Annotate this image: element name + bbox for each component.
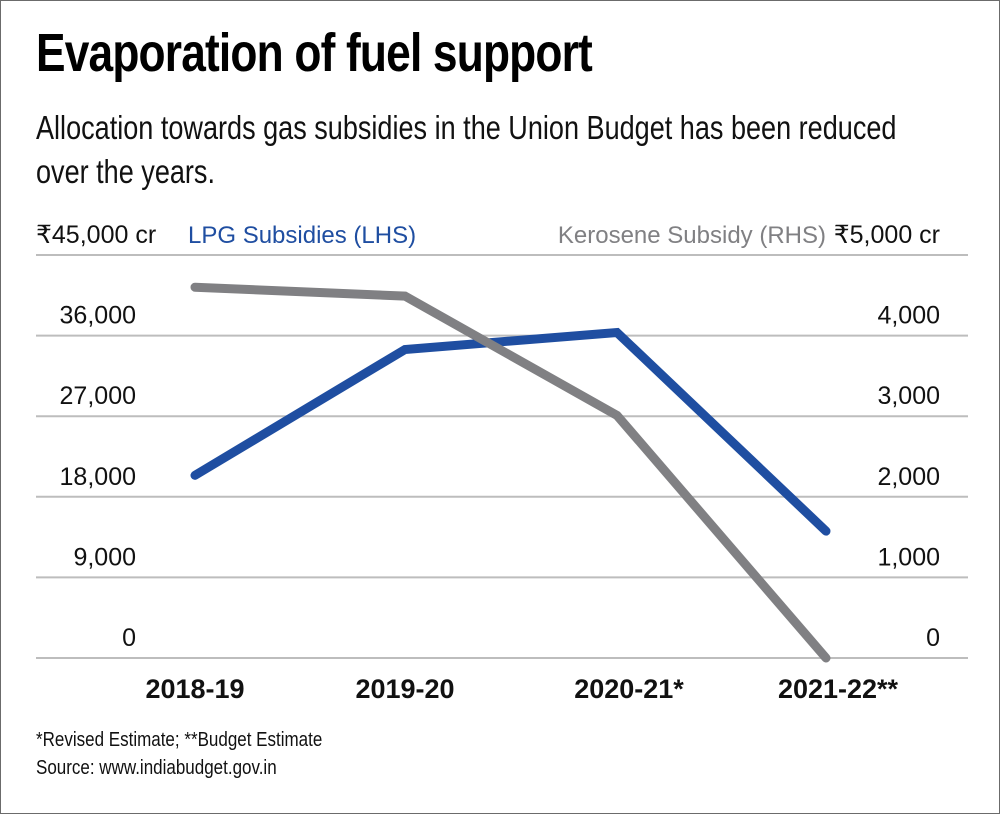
left-axis-tick-label: 18,000 — [60, 463, 136, 491]
footnote: *Revised Estimate; **Budget Estimate — [36, 729, 323, 751]
left-axis-tick-label: 36,000 — [60, 302, 136, 330]
source-note: Source: www.indiabudget.gov.in — [36, 757, 277, 779]
left-axis-tick-label: 27,000 — [60, 382, 136, 410]
right-axis-tick-label: ₹5,000 cr — [834, 221, 940, 249]
x-axis-tick-label: 2021-22** — [778, 674, 899, 704]
right-axis-tick-label: 3,000 — [877, 382, 940, 410]
legend-kerosene: Kerosene Subsidy (RHS) — [558, 222, 826, 249]
left-axis-tick-label: ₹45,000 cr — [36, 221, 156, 249]
left-axis-tick-label: 0 — [122, 624, 136, 652]
right-axis-tick-label: 1,000 — [877, 543, 940, 571]
legend-lpg: LPG Subsidies (LHS) — [188, 222, 416, 249]
right-axis-tick-label: 2,000 — [877, 463, 940, 491]
x-axis-tick-label: 2020-21* — [574, 674, 684, 704]
chart-title: Evaporation of fuel support — [36, 23, 593, 83]
series-line-kerosene — [190, 282, 831, 663]
series-line-lpg — [190, 327, 831, 536]
chart-subtitle: Allocation towards gas subsidies in the … — [36, 109, 897, 190]
x-axis-tick-label: 2018-19 — [145, 674, 244, 704]
left-axis-tick-label: 9,000 — [73, 543, 136, 571]
x-axis-tick-label: 2019-20 — [355, 674, 454, 704]
right-axis-tick-label: 0 — [926, 624, 940, 652]
right-axis-tick-label: 4,000 — [877, 302, 940, 330]
